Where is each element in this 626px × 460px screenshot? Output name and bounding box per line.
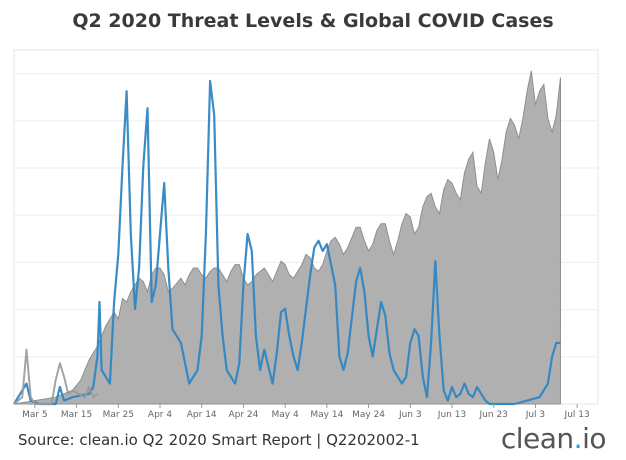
x-tick-label: Jun 13 xyxy=(437,410,466,420)
x-tick-label: Mar 25 xyxy=(103,410,134,420)
series-area-covid-cases xyxy=(13,70,561,405)
chart-plot xyxy=(13,70,561,406)
x-tick-label: Jul 13 xyxy=(564,410,590,420)
x-tick-label: Mar 15 xyxy=(61,410,92,420)
x-tick-label: May 14 xyxy=(310,410,343,420)
x-tick-label: May 4 xyxy=(272,410,299,420)
x-tick-label: Apr 14 xyxy=(187,410,217,420)
x-tick-label: Jul 3 xyxy=(525,410,545,420)
source-text: Source: clean.io Q2 2020 Smart Report | … xyxy=(18,431,420,449)
chart-title: Q2 2020 Threat Levels & Global COVID Cas… xyxy=(72,10,554,32)
brand-suffix: io xyxy=(582,422,606,455)
x-tick-label: Mar 5 xyxy=(22,410,48,420)
brand-name: clean xyxy=(500,422,574,455)
x-axis: Mar 5 Mar 15 Mar 25 Apr 4 Apr 14 Apr 24 May 4 M… xyxy=(22,404,590,420)
x-tick-label: May 24 xyxy=(352,410,385,420)
brand-dot: . xyxy=(573,422,583,455)
x-tick-label: Jun 23 xyxy=(479,410,508,420)
x-tick-label: Apr 24 xyxy=(228,410,258,420)
x-tick-label: Apr 4 xyxy=(148,410,172,420)
series-line-secondary xyxy=(13,348,99,405)
brand-logo[interactable]: clean.io xyxy=(500,422,607,455)
series-line-threat-levels xyxy=(13,79,561,406)
x-tick-label: Jun 3 xyxy=(398,410,422,420)
